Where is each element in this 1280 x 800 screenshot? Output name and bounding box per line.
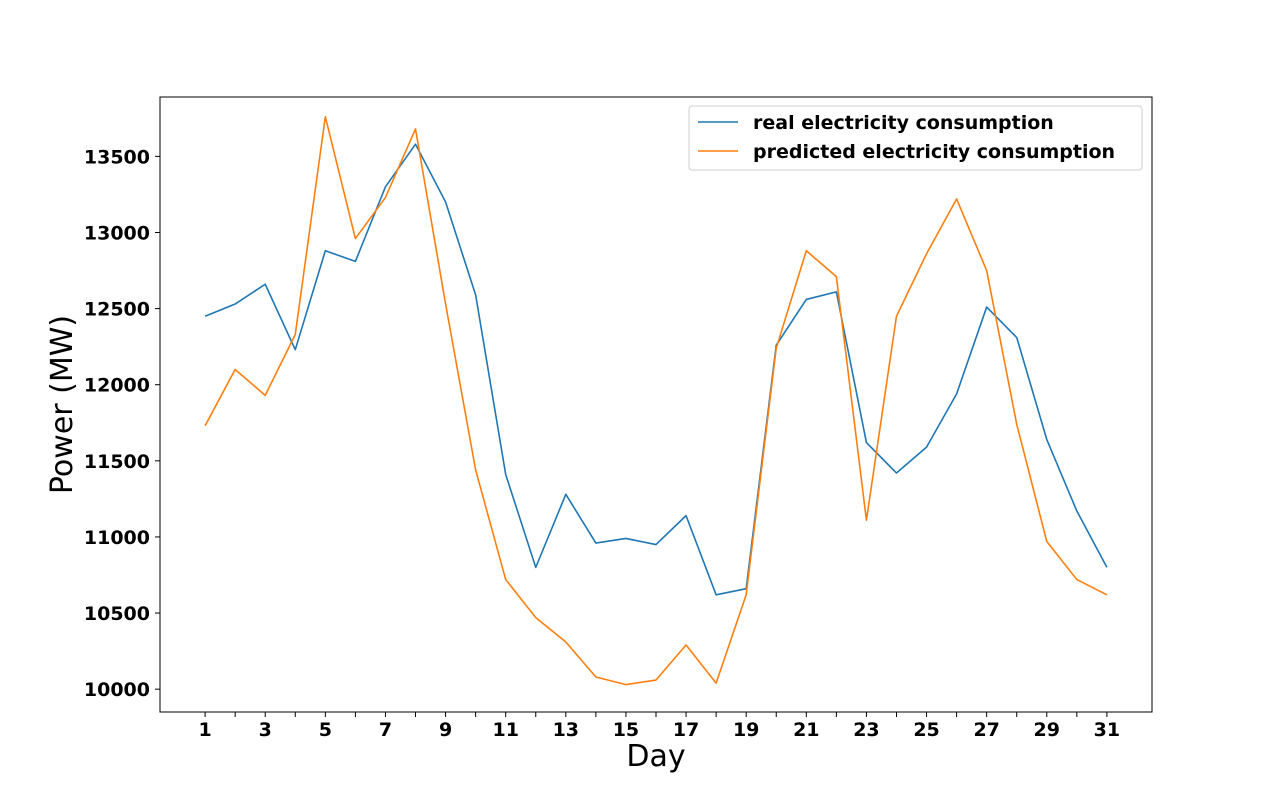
y-tick-label: 12500 <box>84 299 150 321</box>
series-line-real <box>204 143 1108 596</box>
x-tick-label: 21 <box>793 719 819 741</box>
x-axis-ticks: 1 3 5 7 9 11 13 15 17 19 21 23 25 27 29 31 <box>198 712 1120 741</box>
x-tick-label: 5 <box>319 719 332 741</box>
y-tick-label: 11000 <box>84 527 150 549</box>
x-axis-title: Day <box>626 739 685 774</box>
x-tick-label: 3 <box>259 719 272 741</box>
x-tick-label: 15 <box>613 719 639 741</box>
x-tick-label: 25 <box>913 719 939 741</box>
x-tick-label: 31 <box>1094 719 1120 741</box>
x-tick-label: 19 <box>733 719 759 741</box>
x-tick-label: 11 <box>492 719 518 741</box>
legend-label: predicted electricity consumption <box>753 141 1115 163</box>
y-tick-label: 12000 <box>84 375 150 397</box>
y-tick-label: 13500 <box>84 146 150 168</box>
x-tick-label: 9 <box>439 719 452 741</box>
y-axis-title: Power (MW) <box>45 315 80 494</box>
series-lines <box>204 115 1108 686</box>
series-line-predicted <box>204 115 1108 686</box>
x-tick-label: 29 <box>1034 719 1060 741</box>
x-tick-label: 17 <box>673 719 699 741</box>
x-tick-label: 27 <box>973 719 999 741</box>
legend-label: real electricity consumption <box>753 112 1054 134</box>
plot-area-frame <box>159 96 1153 713</box>
y-axis-ticks: 10000 10500 11000 11500 12000 12500 13000 13500 <box>84 146 160 701</box>
y-tick-label: 13000 <box>84 222 150 244</box>
y-tick-label: 10500 <box>84 603 150 625</box>
x-tick-label: 1 <box>198 719 211 741</box>
x-tick-label: 23 <box>853 719 879 741</box>
y-tick-label: 11500 <box>84 451 150 473</box>
y-tick-label: 10000 <box>84 679 150 701</box>
legend: real electricity consumption predicted el… <box>688 105 1143 171</box>
x-tick-label: 7 <box>379 719 392 741</box>
legend-box <box>688 105 1143 171</box>
x-tick-label: 13 <box>553 719 579 741</box>
